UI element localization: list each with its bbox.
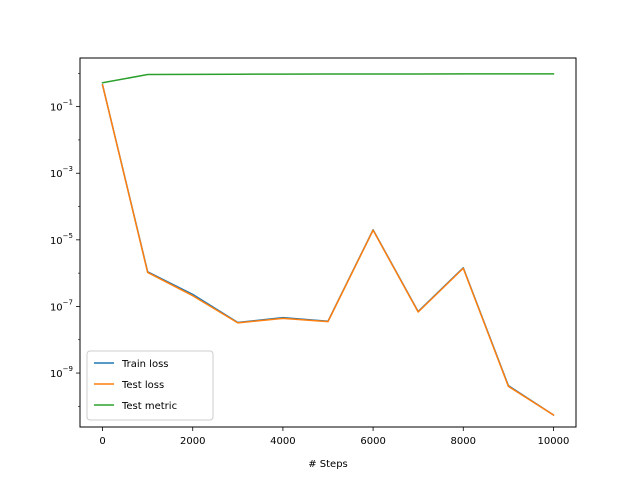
series-line-test-metric xyxy=(101,73,555,84)
series-line-test-loss xyxy=(101,83,555,417)
y-tick-label: 10−1 xyxy=(50,99,73,114)
y-tick-label: 10−7 xyxy=(50,298,73,313)
y-axis: 10−1 10−3 10−5 10−7 10−9 xyxy=(50,73,80,407)
legend: Train loss Test loss Test metric xyxy=(86,350,214,421)
legend-label: Train loss xyxy=(121,359,169,370)
legend-label: Test metric xyxy=(121,401,177,412)
x-tick-label: 8000 xyxy=(451,436,476,447)
legend-box xyxy=(86,350,214,421)
x-axis-label: # Steps xyxy=(308,459,348,470)
y-tick-label: 10−9 xyxy=(50,365,73,380)
legend-label: Test loss xyxy=(121,380,164,391)
y-tick-label: 10−3 xyxy=(50,165,73,180)
x-axis: 0 2000 4000 6000 8000 10000 xyxy=(99,427,569,447)
x-tick-label: 0 xyxy=(99,436,105,447)
x-tick-label: 2000 xyxy=(180,436,205,447)
plot-series xyxy=(101,73,555,417)
y-tick-label: 10−5 xyxy=(50,232,73,247)
plot-frame xyxy=(79,57,577,428)
x-tick-label: 4000 xyxy=(270,436,295,447)
x-tick-label: 6000 xyxy=(360,436,385,447)
x-tick-label: 10000 xyxy=(538,436,570,447)
